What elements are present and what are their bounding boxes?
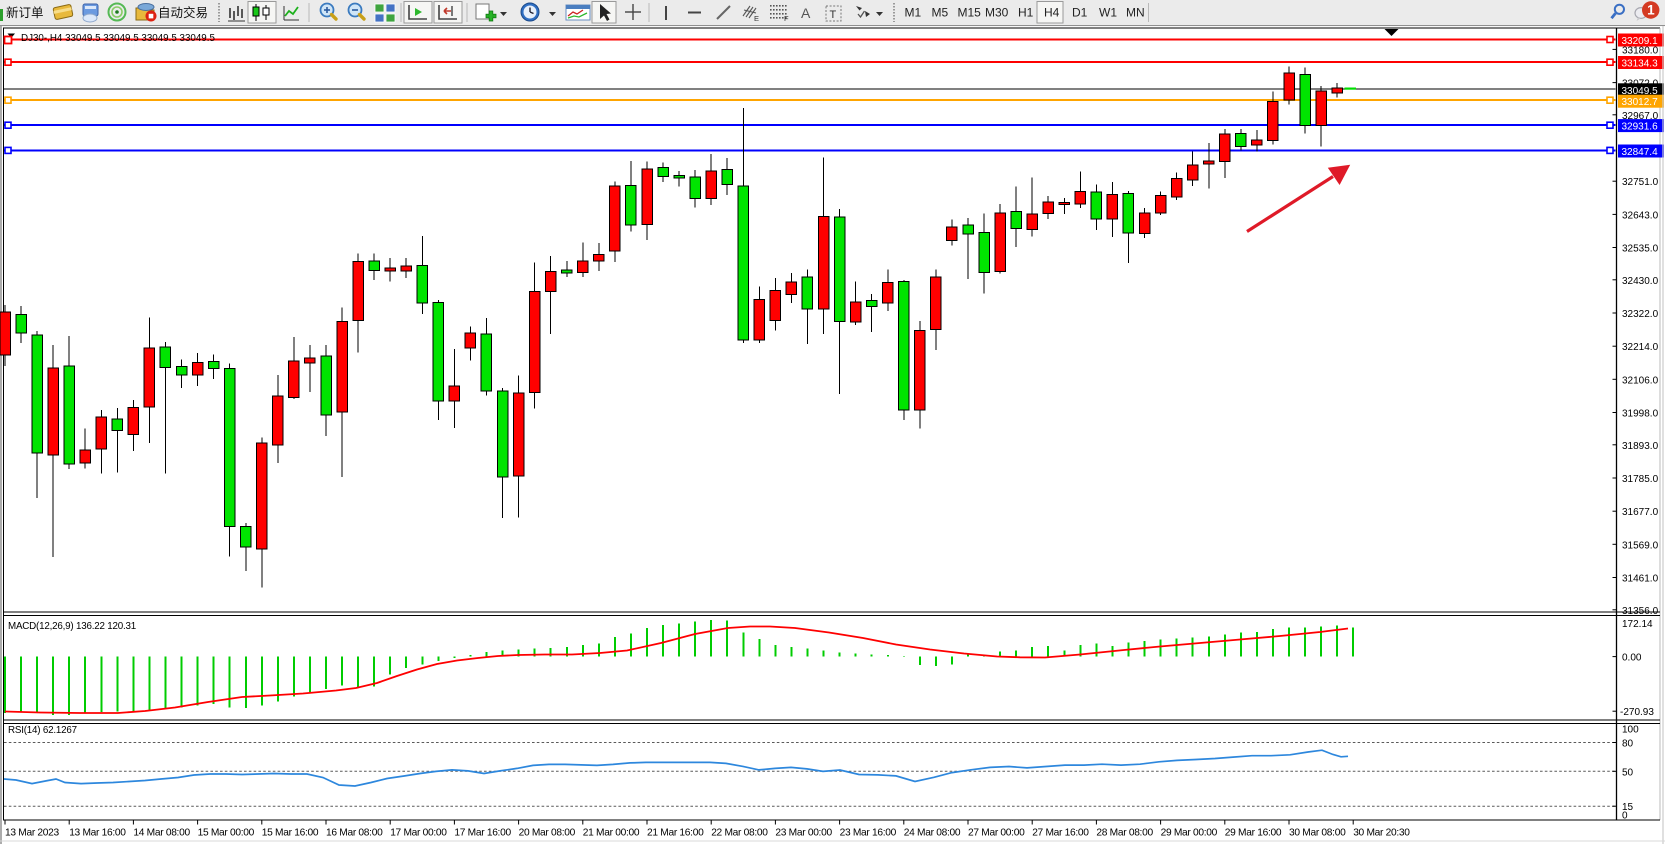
svg-text:13 Mar 2023: 13 Mar 2023 (5, 828, 60, 839)
svg-text:自动交易: 自动交易 (158, 5, 208, 20)
svg-text:17 Mar 00:00: 17 Mar 00:00 (390, 828, 447, 839)
svg-text:M30: M30 (985, 6, 1009, 20)
svg-text:21 Mar 00:00: 21 Mar 00:00 (583, 828, 640, 839)
svg-text:32430.0: 32430.0 (1622, 276, 1659, 287)
svg-text:0: 0 (1622, 811, 1628, 822)
svg-text:80: 80 (1622, 739, 1634, 750)
svg-text:50: 50 (1622, 767, 1634, 778)
svg-text:MN: MN (1126, 6, 1145, 20)
svg-text:13 Mar 16:00: 13 Mar 16:00 (69, 828, 126, 839)
svg-text:DJ30-,H4 33049.5 33049.5 3304: DJ30-,H4 33049.5 33049.5 33049.5 33049.5 (21, 33, 215, 44)
svg-text:27 Mar 00:00: 27 Mar 00:00 (968, 828, 1025, 839)
svg-text:MACD(12,26,9) 136.22 120.31: MACD(12,26,9) 136.22 120.31 (8, 621, 136, 632)
svg-text:27 Mar 16:00: 27 Mar 16:00 (1032, 828, 1089, 839)
svg-text:32967.0: 32967.0 (1622, 111, 1659, 122)
svg-text:A: A (801, 5, 811, 21)
svg-text:M15: M15 (958, 6, 982, 20)
svg-text:23 Mar 16:00: 23 Mar 16:00 (840, 828, 897, 839)
svg-text:H1: H1 (1018, 6, 1034, 20)
svg-text:D1: D1 (1072, 6, 1088, 20)
svg-text:32751.0: 32751.0 (1622, 177, 1659, 188)
svg-text:15 Mar 16:00: 15 Mar 16:00 (262, 828, 319, 839)
svg-text:E: E (754, 14, 759, 23)
svg-text:32847.4: 32847.4 (1622, 147, 1659, 158)
svg-text:31569.0: 31569.0 (1622, 540, 1659, 551)
svg-text:31461.0: 31461.0 (1622, 574, 1659, 585)
svg-text:F: F (784, 14, 789, 23)
svg-text:32106.0: 32106.0 (1622, 375, 1659, 386)
svg-text:-270.93: -270.93 (1620, 707, 1654, 718)
svg-text:31998.0: 31998.0 (1622, 409, 1659, 420)
svg-text:29 Mar 16:00: 29 Mar 16:00 (1225, 828, 1282, 839)
svg-text:33180.0: 33180.0 (1622, 45, 1659, 56)
svg-text:31356.0: 31356.0 (1622, 606, 1659, 617)
svg-text:30 Mar 20:30: 30 Mar 20:30 (1353, 828, 1410, 839)
svg-text:32214.0: 32214.0 (1622, 342, 1659, 353)
svg-text:20 Mar 08:00: 20 Mar 08:00 (519, 828, 576, 839)
svg-text:15 Mar 00:00: 15 Mar 00:00 (198, 828, 255, 839)
svg-text:16 Mar 08:00: 16 Mar 08:00 (326, 828, 383, 839)
svg-text:17 Mar 16:00: 17 Mar 16:00 (454, 828, 511, 839)
svg-text:T: T (830, 9, 837, 21)
svg-text:33012.7: 33012.7 (1622, 97, 1659, 108)
svg-text:1: 1 (1647, 3, 1655, 18)
svg-text:0.00: 0.00 (1622, 653, 1642, 664)
svg-text:W1: W1 (1099, 6, 1117, 20)
svg-text:100: 100 (1622, 725, 1639, 736)
svg-text:14 Mar 08:00: 14 Mar 08:00 (133, 828, 190, 839)
svg-text:31677.0: 31677.0 (1622, 507, 1659, 518)
svg-text:15: 15 (1622, 802, 1634, 813)
svg-text:21 Mar 16:00: 21 Mar 16:00 (647, 828, 704, 839)
svg-text:33134.3: 33134.3 (1622, 59, 1659, 70)
svg-text:32322.0: 32322.0 (1622, 309, 1659, 320)
svg-text:31893.0: 31893.0 (1622, 441, 1659, 452)
svg-text:31785.0: 31785.0 (1622, 474, 1659, 485)
svg-text:33049.5: 33049.5 (1622, 86, 1659, 97)
svg-text:24 Mar 08:00: 24 Mar 08:00 (904, 828, 961, 839)
svg-text:28 Mar 08:00: 28 Mar 08:00 (1096, 828, 1153, 839)
svg-text:22 Mar 08:00: 22 Mar 08:00 (711, 828, 768, 839)
svg-text:32535.0: 32535.0 (1622, 244, 1659, 255)
svg-text:172.14: 172.14 (1622, 619, 1653, 630)
svg-text:M1: M1 (905, 6, 922, 20)
svg-text:32643.0: 32643.0 (1622, 210, 1659, 221)
svg-text:33209.1: 33209.1 (1622, 36, 1659, 47)
svg-text:32931.6: 32931.6 (1622, 122, 1659, 133)
svg-text:29 Mar 00:00: 29 Mar 00:00 (1161, 828, 1218, 839)
svg-text:RSI(14) 62.1267: RSI(14) 62.1267 (8, 725, 77, 736)
svg-text:新订单: 新订单 (6, 5, 44, 20)
svg-text:M5: M5 (932, 6, 949, 20)
svg-text:H4: H4 (1044, 6, 1060, 20)
svg-text:30 Mar 08:00: 30 Mar 08:00 (1289, 828, 1346, 839)
svg-text:23 Mar 00:00: 23 Mar 00:00 (775, 828, 832, 839)
